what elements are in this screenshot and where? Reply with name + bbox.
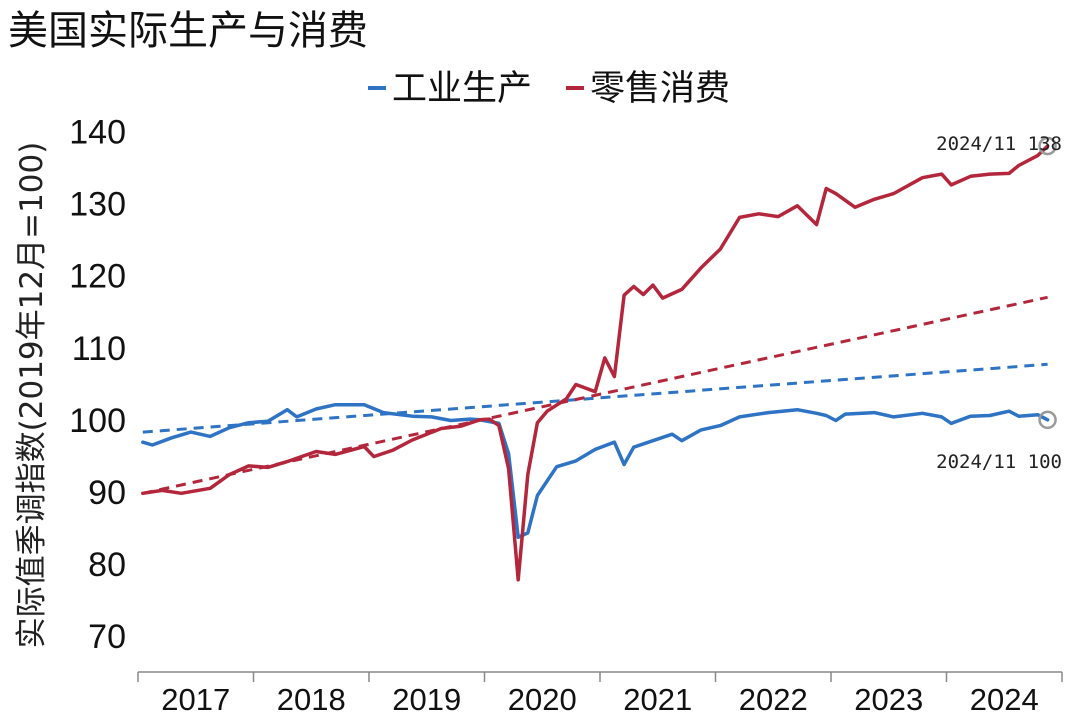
y-tick-label: 130 — [69, 186, 126, 224]
x-tick-label: 2021 — [623, 682, 692, 717]
y-tick-label: 120 — [69, 258, 126, 296]
x-tick-label: 2022 — [739, 682, 808, 717]
x-tick-label: 2019 — [392, 682, 461, 717]
y-tick-label: 110 — [72, 330, 126, 368]
chart-title: 美国实际生产与消费 — [8, 8, 368, 54]
y-tick-label: 140 — [69, 114, 126, 152]
series-line-1 — [141, 144, 1050, 582]
x-tick-label: 2023 — [854, 682, 923, 717]
series-line-0 — [141, 402, 1050, 540]
x-tick-label: 2018 — [277, 682, 346, 717]
legend-label-industrial: 工业生产 — [392, 69, 532, 109]
x-tick-label: 2017 — [161, 682, 230, 717]
y-tick-label: 100 — [69, 402, 126, 440]
y-tick-label: 90 — [88, 474, 126, 512]
end-marker-1 — [1038, 136, 1057, 156]
end-marker-0 — [1038, 410, 1057, 430]
y-axis-label: 实际值季调指数(2019年12月=100) — [14, 142, 50, 649]
y-tick-label: 70 — [88, 618, 126, 656]
y-tick-label: 80 — [88, 546, 126, 584]
legend: 工业生产 零售消费 — [368, 69, 730, 109]
end-markers — [1038, 136, 1057, 430]
annotation-retail-end: 2024/11 138 — [936, 133, 1062, 155]
axes: 70 80 90 100 110 120 130 140 2017 2018 2019 2020 202… — [69, 114, 1063, 717]
x-tick-label: 2020 — [508, 682, 577, 717]
x-tick-label: 2024 — [970, 682, 1039, 717]
annotation-industrial-end: 2024/11 100 — [936, 451, 1062, 473]
legend-label-retail: 零售消费 — [590, 69, 730, 109]
series-lines — [141, 144, 1050, 582]
trend-line-2 — [142, 362, 1048, 434]
